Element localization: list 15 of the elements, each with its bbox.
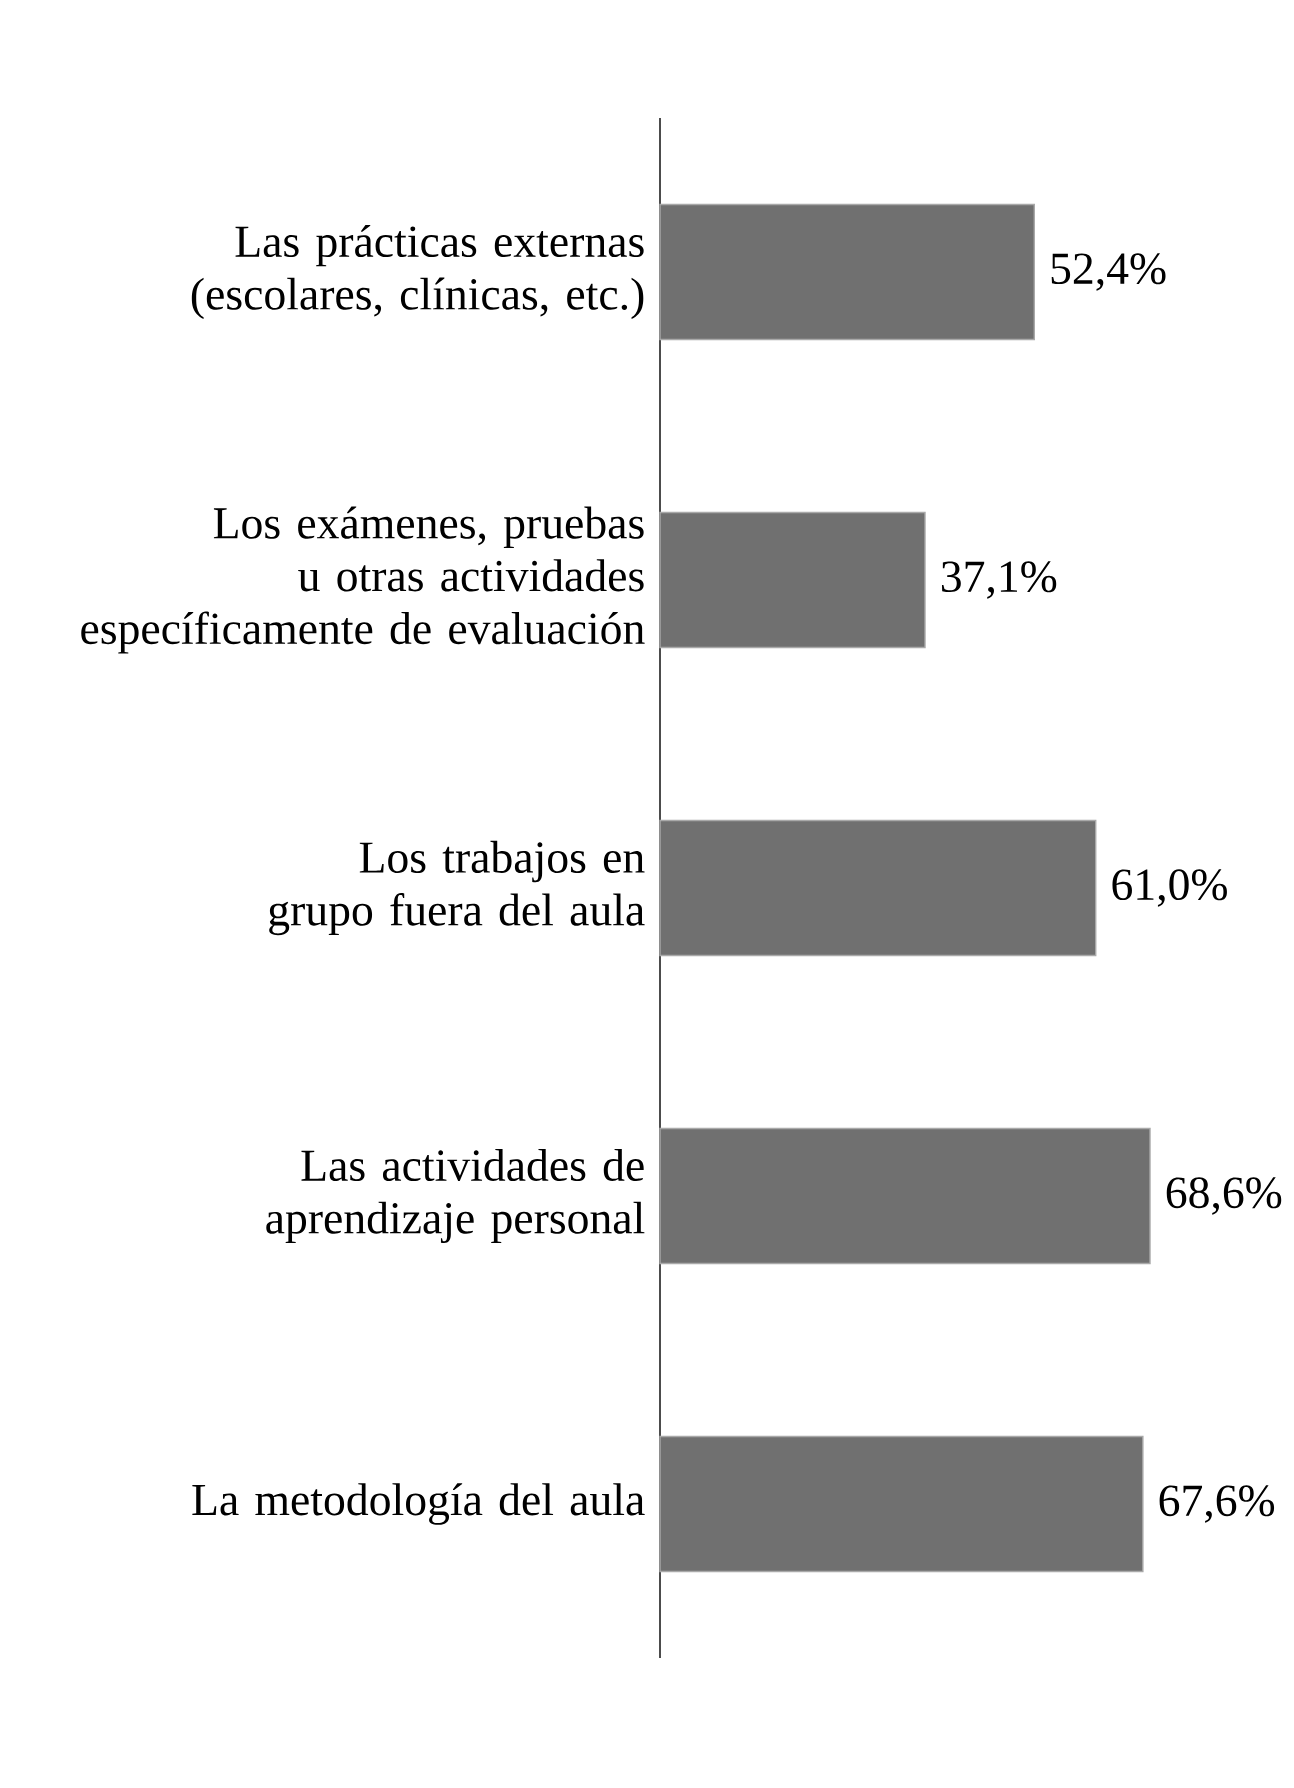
data-label: 61,0%: [1112, 869, 1227, 907]
bar: [659, 1127, 1151, 1265]
y-tick-label: Los trabajos en grupo fuera del aula: [269, 840, 645, 936]
data-label: 68,6%: [1166, 1177, 1282, 1215]
y-tick-label: La metodología del aula: [192, 1483, 645, 1525]
bar: [659, 511, 926, 649]
y-tick-label: Las actividades de aprendizaje personal: [266, 1148, 645, 1244]
bar: [659, 819, 1097, 957]
data-label: 67,6%: [1159, 1485, 1275, 1523]
data-label: 52,4%: [1051, 253, 1166, 291]
data-label: 37,1%: [941, 561, 1057, 599]
bar: [659, 1435, 1144, 1573]
bar: [659, 203, 1036, 341]
y-tick-label: Los exámenes, pruebas u otras actividades específicamente de evaluación: [81, 506, 645, 654]
y-tick-label: Las prácticas externas (escolares, clínicas, etc.): [191, 224, 644, 320]
